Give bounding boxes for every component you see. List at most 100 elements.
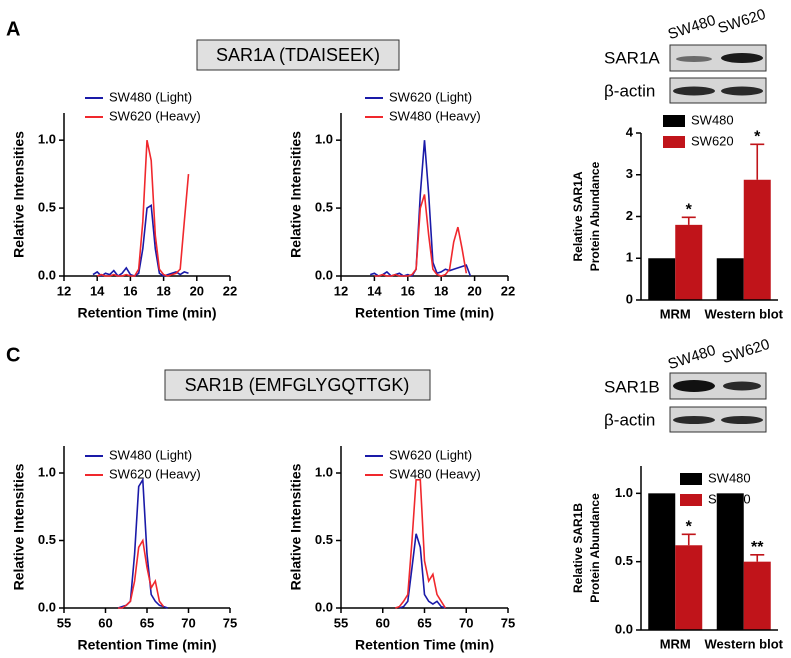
y-axis-label: Relative Intensities <box>11 131 27 258</box>
y-tick-label: 0.0 <box>315 599 333 614</box>
bar <box>716 493 744 630</box>
peptide-box <box>164 369 431 401</box>
legend-label: SW480 <box>691 112 734 127</box>
x-tick-label: 20 <box>190 283 204 298</box>
y-axis-label: Relative SAR1A <box>571 171 585 261</box>
y-axis-label: Relative SAR1B <box>571 503 585 593</box>
legend-swatch <box>663 115 685 127</box>
x-tick-label: 60 <box>98 615 112 630</box>
legend-label: SW480 (Heavy) <box>389 108 481 123</box>
y-tick-label: 0.0 <box>38 267 56 282</box>
peptide-box <box>196 39 400 71</box>
blot-band <box>673 86 715 96</box>
y-tick-label: 1.0 <box>38 132 56 147</box>
error-bar <box>750 143 765 180</box>
significance: ** <box>751 539 764 556</box>
peptide-title: SAR1A (TDAISEEK) <box>216 45 380 65</box>
bar <box>675 224 703 300</box>
x-tick-label: 12 <box>334 283 348 298</box>
y-tick-label: 0.5 <box>315 532 333 547</box>
panel-label: C <box>6 344 20 366</box>
legend-label: SW480 (Light) <box>109 89 192 104</box>
x-tick-label: 18 <box>434 283 448 298</box>
y-tick-label: 3 <box>626 166 633 181</box>
y-tick-label: 1 <box>626 250 633 265</box>
x-tick-label: 18 <box>156 283 170 298</box>
x-tick-label: 55 <box>334 615 348 630</box>
blot-band <box>723 381 761 391</box>
x-tick-label: 75 <box>223 615 237 630</box>
legend-label: SW480 (Light) <box>109 447 192 462</box>
legend-label: SW620 <box>691 133 734 148</box>
line-series <box>96 140 190 277</box>
y-tick-label: 0.0 <box>615 621 633 636</box>
blot-band <box>676 56 712 62</box>
x-tick-label: 65 <box>140 615 154 630</box>
x-tick-label: 70 <box>459 615 473 630</box>
bar <box>716 258 744 300</box>
blot-band <box>721 416 763 424</box>
blot-band <box>673 380 715 392</box>
x-tick-label: Western blot <box>705 306 784 321</box>
y-tick-label: 1.0 <box>38 464 56 479</box>
x-tick-label: 14 <box>90 283 105 298</box>
x-tick-label: 70 <box>181 615 195 630</box>
error-bar <box>681 216 696 225</box>
x-tick-label: 12 <box>57 283 71 298</box>
x-tick-label: 16 <box>123 283 137 298</box>
y-tick-label: 1.0 <box>615 485 633 500</box>
bar <box>743 179 771 300</box>
line-series <box>92 204 189 278</box>
x-tick-label: MRM <box>660 636 691 651</box>
legend-swatch <box>680 494 702 506</box>
y-axis-label: Protein Abundance <box>588 493 602 603</box>
legend-label: SW620 (Heavy) <box>109 108 201 123</box>
significance: * <box>754 128 761 145</box>
y-tick-label: 4 <box>626 124 634 139</box>
significance: * <box>686 519 693 536</box>
x-tick-label: 65 <box>417 615 431 630</box>
x-axis-label: Retention Time (min) <box>78 305 217 321</box>
line-series <box>399 533 446 609</box>
panel-label: A <box>6 18 20 40</box>
error-bar <box>750 554 765 562</box>
bar <box>648 493 676 630</box>
line-series <box>374 194 468 277</box>
peptide-title: SAR1B (EMFGLYGQTTGK) <box>185 375 410 395</box>
x-tick-label: 14 <box>367 283 382 298</box>
y-tick-label: 0.5 <box>615 553 633 568</box>
x-axis-label: Retention Time (min) <box>355 305 494 321</box>
y-tick-label: 0.5 <box>38 200 56 215</box>
blot-row-label: β-actin <box>604 410 655 429</box>
y-axis-label: Relative Intensities <box>288 463 304 590</box>
x-tick-label: 75 <box>501 615 515 630</box>
x-tick-label: 16 <box>401 283 415 298</box>
bar <box>675 545 703 630</box>
blot-sample: SW620 <box>720 336 772 367</box>
y-axis-label: Relative Intensities <box>288 131 304 258</box>
y-axis-label: Relative Intensities <box>11 463 27 590</box>
blot-band <box>673 416 715 424</box>
x-tick-label: 22 <box>501 283 515 298</box>
blot-sample: SW480 <box>666 342 718 373</box>
blot-row-label: SAR1B <box>604 377 660 396</box>
y-tick-label: 0 <box>626 291 633 306</box>
legend-swatch <box>680 473 702 485</box>
y-tick-label: 0.5 <box>315 200 333 215</box>
line-series <box>118 538 165 609</box>
blot-band <box>721 86 763 96</box>
blot-row-label: SAR1A <box>604 48 660 67</box>
error-bar <box>681 533 696 546</box>
x-axis-label: Retention Time (min) <box>78 637 217 653</box>
significance: * <box>686 202 693 219</box>
blot-sample: SW620 <box>716 6 768 37</box>
legend-swatch <box>663 136 685 148</box>
y-tick-label: 2 <box>626 208 633 223</box>
legend-label: SW480 <box>708 470 751 485</box>
legend-label: SW620 (Light) <box>389 447 472 462</box>
legend-label: SW620 (Light) <box>389 89 472 104</box>
blot-band <box>721 53 763 63</box>
y-tick-label: 0.5 <box>38 532 56 547</box>
legend-label: SW480 (Heavy) <box>389 466 481 481</box>
